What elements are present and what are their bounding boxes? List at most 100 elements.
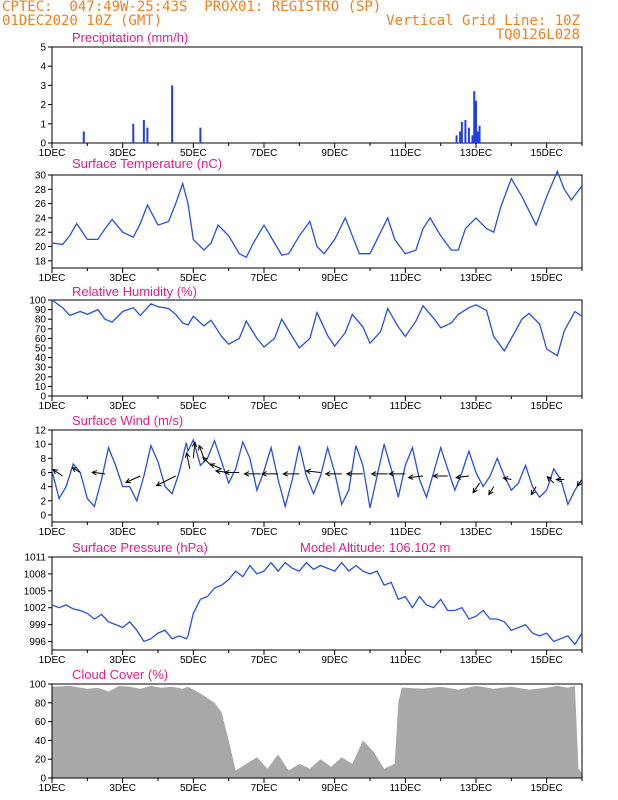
x-tick-label: 1DEC bbox=[39, 655, 66, 666]
panel-title: Surface Pressure (hPa) bbox=[72, 540, 208, 555]
x-tick-label: 11DEC bbox=[390, 401, 422, 412]
x-tick-label: 5DEC bbox=[180, 655, 207, 666]
y-tick-label: 50 bbox=[35, 344, 47, 355]
wind-vector-head bbox=[214, 468, 221, 475]
panel-title: Cloud Cover (%) bbox=[72, 667, 168, 682]
panel-2 bbox=[48, 299, 583, 401]
wind-vector-head bbox=[345, 471, 352, 477]
y-tick-label: 20 bbox=[35, 242, 47, 253]
x-tick-label: 3DEC bbox=[109, 148, 136, 159]
cloud-area bbox=[52, 685, 582, 778]
y-tick-label: 2 bbox=[40, 100, 46, 111]
y-tick-label: 1008 bbox=[24, 569, 47, 580]
header-left-line2: 01DEC2020 10Z (GMT) bbox=[2, 13, 163, 29]
wind-vector-head bbox=[407, 474, 414, 480]
y-tick-label: 20 bbox=[35, 372, 47, 383]
y-tick-label: 1005 bbox=[24, 586, 47, 597]
y-tick-label: 20 bbox=[35, 755, 47, 766]
x-tick-label: 15DEC bbox=[531, 783, 563, 794]
x-tick-label: 1DEC bbox=[39, 148, 66, 159]
wind-vector-head bbox=[370, 471, 377, 477]
wind-vector-head bbox=[209, 463, 216, 469]
y-tick-label: 6 bbox=[40, 468, 46, 479]
header-right-line2: Vertical Grid Line: 10Z bbox=[386, 13, 580, 29]
precip-bar bbox=[471, 135, 474, 143]
x-tick-label: 9DEC bbox=[321, 273, 348, 284]
y-tick-label: 60 bbox=[35, 334, 47, 345]
wind-vector-head bbox=[432, 473, 439, 479]
wind-vector-head bbox=[472, 487, 478, 494]
wind-vector-head bbox=[184, 451, 191, 458]
x-tick-label: 9DEC bbox=[321, 401, 348, 412]
x-tick-label: 13DEC bbox=[460, 273, 492, 284]
wind-vector-head bbox=[124, 478, 131, 484]
y-tick-label: 90 bbox=[35, 305, 47, 316]
x-tick-label: 7DEC bbox=[251, 527, 278, 538]
precip-bar bbox=[459, 131, 462, 143]
panel-title: Surface Wind (m/s) bbox=[72, 413, 183, 428]
y-tick-label: 2 bbox=[40, 496, 46, 507]
x-tick-label: 5DEC bbox=[180, 148, 207, 159]
y-tick-label: 28 bbox=[35, 185, 47, 196]
x-tick-label: 15DEC bbox=[531, 655, 563, 666]
precip-bar bbox=[82, 131, 85, 143]
precip-bar bbox=[464, 119, 467, 143]
x-tick-label: 11DEC bbox=[390, 783, 422, 794]
wind-vector bbox=[192, 442, 196, 459]
y-tick-label: 18 bbox=[35, 256, 47, 267]
x-tick-label: 7DEC bbox=[251, 783, 278, 794]
wind-vector-head bbox=[305, 468, 311, 475]
x-tick-label: 3DEC bbox=[109, 783, 136, 794]
wind-vector-head bbox=[488, 489, 494, 496]
wind-vector-head bbox=[243, 471, 250, 477]
x-tick-label: 5DEC bbox=[180, 273, 207, 284]
y-tick-label: 100 bbox=[29, 680, 46, 691]
panel-0 bbox=[48, 46, 583, 148]
panel-title: Relative Humidity (%) bbox=[72, 284, 197, 299]
y-tick-label: 999 bbox=[29, 620, 46, 631]
x-tick-label: 3DEC bbox=[109, 655, 136, 666]
series-line bbox=[51, 438, 583, 509]
x-tick-label: 15DEC bbox=[531, 148, 563, 159]
wind-vector bbox=[503, 477, 512, 481]
y-tick-label: 5 bbox=[40, 43, 46, 54]
x-tick-label: 3DEC bbox=[109, 401, 136, 412]
series-line bbox=[51, 299, 583, 357]
precip-bar bbox=[460, 121, 463, 143]
x-tick-label: 11DEC bbox=[390, 148, 422, 159]
wind-vector-head bbox=[91, 470, 98, 476]
y-tick-label: 0 bbox=[40, 774, 46, 785]
precip-bar bbox=[467, 127, 470, 143]
x-tick-label: 15DEC bbox=[531, 527, 563, 538]
x-tick-label: 13DEC bbox=[460, 401, 492, 412]
x-tick-label: 9DEC bbox=[321, 783, 348, 794]
y-tick-label: 0 bbox=[40, 510, 46, 521]
panel-frame-over bbox=[51, 683, 583, 779]
x-tick-label: 7DEC bbox=[251, 655, 278, 666]
wind-vector bbox=[472, 482, 480, 493]
wind-vector bbox=[92, 471, 106, 475]
y-tick-label: 10 bbox=[35, 382, 47, 393]
precip-bar bbox=[475, 100, 477, 143]
panel-title: Surface Temperature (nC) bbox=[72, 156, 222, 171]
wind-vector-head bbox=[202, 456, 208, 463]
x-tick-label: 13DEC bbox=[460, 527, 492, 538]
x-tick-label: 5DEC bbox=[180, 783, 207, 794]
x-tick-label: 13DEC bbox=[460, 783, 492, 794]
y-tick-label: 100 bbox=[29, 296, 46, 307]
panel-annotation: Model Altitude: 106.102 m bbox=[300, 540, 450, 555]
wind-vector-head bbox=[555, 476, 562, 483]
wind-vector bbox=[530, 486, 537, 495]
panel-title: Precipitation (mm/h) bbox=[72, 30, 188, 45]
precip-bar bbox=[146, 127, 149, 143]
wind-vector-head bbox=[71, 467, 78, 473]
wind-vector-head bbox=[530, 489, 536, 496]
x-tick-label: 1DEC bbox=[39, 527, 66, 538]
precip-bar bbox=[473, 91, 476, 143]
panel-frame bbox=[51, 174, 583, 269]
y-tick-label: 26 bbox=[35, 199, 47, 210]
wind-vector bbox=[408, 475, 424, 479]
wind-vector bbox=[72, 467, 81, 473]
series-line bbox=[51, 561, 583, 646]
